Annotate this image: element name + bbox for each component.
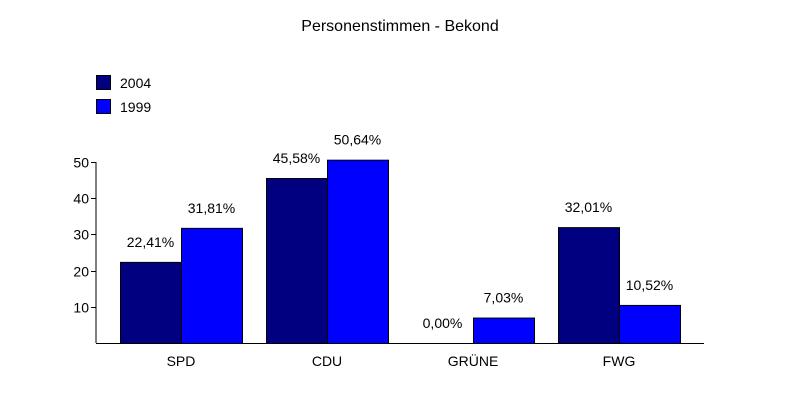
data-label: 50,64% bbox=[334, 132, 381, 148]
bar-2004-CDU bbox=[266, 178, 328, 344]
bar-1999-CDU bbox=[327, 159, 389, 344]
x-tick-label: SPD bbox=[167, 353, 196, 369]
y-tick-label: 40 bbox=[73, 191, 89, 207]
legend: 2004 1999 bbox=[96, 74, 151, 122]
legend-item-1999: 1999 bbox=[96, 98, 151, 115]
legend-swatch-1999 bbox=[96, 99, 111, 114]
chart-title: Personenstimmen - Bekond bbox=[301, 18, 499, 35]
legend-item-2004: 2004 bbox=[96, 74, 151, 91]
legend-label-1999: 1999 bbox=[120, 98, 152, 115]
y-tick-label: 10 bbox=[73, 300, 89, 316]
data-label: 7,03% bbox=[484, 290, 524, 306]
bar-1999-SPD bbox=[181, 227, 243, 344]
y-tick-label: 50 bbox=[73, 155, 89, 171]
legend-swatch-2004 bbox=[96, 75, 111, 90]
data-label: 10,52% bbox=[626, 277, 673, 293]
y-tick-label: 20 bbox=[73, 264, 89, 280]
bar-2004-FWG bbox=[558, 227, 620, 344]
bar-1999-GRÜNE bbox=[473, 317, 535, 344]
bar-1999-FWG bbox=[619, 304, 681, 345]
data-label: 32,01% bbox=[565, 199, 612, 215]
x-tick-label: CDU bbox=[312, 353, 342, 369]
data-label: 31,81% bbox=[188, 200, 235, 216]
x-tick-label: GRÜNE bbox=[448, 352, 499, 369]
data-label: 0,00% bbox=[423, 315, 463, 331]
x-tick-label: FWG bbox=[603, 353, 636, 369]
y-tick-label: 30 bbox=[73, 227, 89, 243]
data-label: 45,58% bbox=[273, 150, 320, 166]
legend-label-2004: 2004 bbox=[120, 74, 152, 91]
data-label: 22,41% bbox=[127, 234, 174, 250]
bar-2004-SPD bbox=[120, 261, 182, 344]
